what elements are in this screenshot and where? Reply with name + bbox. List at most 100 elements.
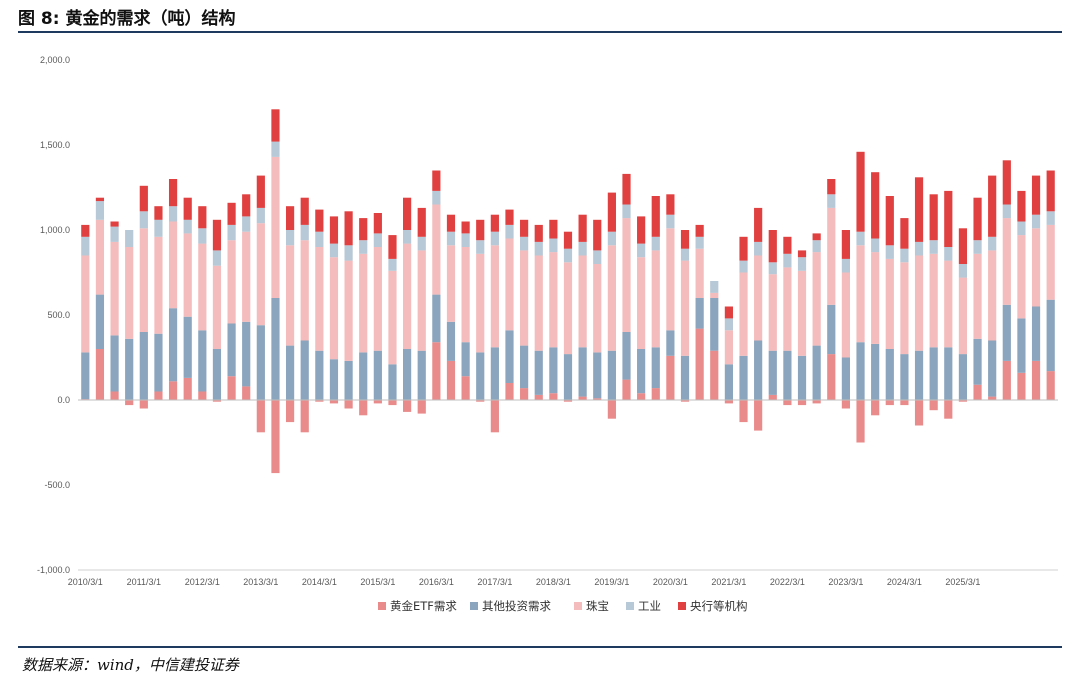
bar-segment-jewelry bbox=[417, 250, 426, 351]
bar-segment-central_bank bbox=[110, 221, 119, 227]
bar-segment-central_bank bbox=[695, 224, 704, 237]
top-rule bbox=[18, 31, 1062, 33]
bar-segment-etf bbox=[95, 349, 105, 400]
bar-segment-jewelry bbox=[827, 207, 836, 305]
bar-segment-industry bbox=[432, 190, 441, 205]
bar-segment-central_bank bbox=[593, 219, 602, 251]
bar-segment-central_bank bbox=[622, 173, 631, 205]
bar-segment-other_invest bbox=[534, 350, 543, 395]
bar-segment-central_bank bbox=[344, 211, 353, 246]
bar-segment-jewelry bbox=[783, 267, 792, 351]
bar-segment-industry bbox=[710, 281, 719, 293]
bar-segment-jewelry bbox=[958, 277, 968, 355]
legend-swatch-other_invest bbox=[470, 602, 478, 610]
bar-segment-other_invest bbox=[812, 345, 821, 400]
bar-segment-industry bbox=[344, 245, 353, 261]
bar-segment-other_invest bbox=[154, 333, 163, 392]
bar-segment-etf bbox=[125, 400, 134, 406]
bar-segment-central_bank bbox=[1046, 170, 1055, 212]
bar-segment-industry bbox=[300, 224, 309, 241]
bar-segment-etf bbox=[490, 400, 499, 433]
bar-segment-other_invest bbox=[710, 298, 719, 351]
bar-segment-jewelry bbox=[242, 231, 251, 322]
bar-segment-other_invest bbox=[490, 347, 499, 400]
bar-segment-etf bbox=[1046, 371, 1055, 400]
bar-segment-central_bank bbox=[914, 177, 924, 242]
x-tick-label: 2017/3/1 bbox=[477, 577, 512, 587]
figure-title-row: 图 8: 黄金的需求（吨）结构 bbox=[18, 4, 235, 30]
bar-segment-etf bbox=[885, 400, 894, 406]
bar-segment-other_invest bbox=[1031, 306, 1041, 361]
y-tick-label: 2,000.0 bbox=[40, 55, 70, 65]
bar-segment-central_bank bbox=[242, 194, 251, 217]
bar-segment-jewelry bbox=[344, 260, 353, 361]
x-tick-label: 2018/3/1 bbox=[536, 577, 571, 587]
bar-segment-other_invest bbox=[359, 352, 368, 400]
x-tick-label: 2024/3/1 bbox=[887, 577, 922, 587]
bar-segment-other_invest bbox=[285, 345, 295, 400]
bar-segment-etf bbox=[973, 384, 982, 400]
bar-segment-other_invest bbox=[841, 357, 850, 400]
bar-segment-jewelry bbox=[139, 228, 148, 332]
bar-segment-central_bank bbox=[256, 175, 265, 208]
bar-segment-industry bbox=[637, 243, 646, 258]
bar-segment-other_invest bbox=[958, 354, 968, 400]
bar-segment-industry bbox=[403, 230, 412, 244]
bar-segment-industry bbox=[227, 224, 236, 241]
bar-segment-etf bbox=[432, 342, 441, 400]
bar-segment-etf bbox=[710, 350, 719, 400]
bar-segment-etf bbox=[505, 383, 514, 400]
bar-segment-jewelry bbox=[285, 245, 295, 346]
bar-segment-jewelry bbox=[329, 257, 339, 360]
legend-swatch-etf bbox=[378, 602, 386, 610]
bar-segment-other_invest bbox=[403, 349, 412, 400]
bar-segment-jewelry bbox=[227, 240, 236, 324]
bar-segment-etf bbox=[534, 394, 543, 400]
bar-segment-etf bbox=[300, 400, 309, 433]
bar-segment-other_invest bbox=[666, 330, 675, 356]
bar-segment-jewelry bbox=[607, 245, 616, 351]
bar-segment-other_invest bbox=[827, 304, 836, 355]
bar-segment-etf bbox=[373, 400, 382, 404]
bar-segment-other_invest bbox=[461, 342, 470, 377]
bar-segment-central_bank bbox=[373, 213, 382, 234]
bar-segment-jewelry bbox=[871, 252, 880, 344]
bar-segment-jewelry bbox=[622, 218, 631, 332]
bar-segment-other_invest bbox=[183, 316, 192, 378]
bar-segment-jewelry bbox=[900, 262, 909, 355]
bar-segment-other_invest bbox=[271, 298, 280, 400]
bar-segment-etf bbox=[812, 400, 821, 404]
bar-segment-industry bbox=[593, 250, 602, 264]
bar-segment-other_invest bbox=[139, 332, 148, 400]
bar-segment-industry bbox=[973, 240, 982, 254]
bar-segment-jewelry bbox=[446, 245, 456, 322]
bar-segment-industry bbox=[256, 207, 265, 224]
bar-segment-jewelry bbox=[710, 292, 719, 298]
bar-segment-etf bbox=[622, 379, 631, 400]
bar-segment-other_invest bbox=[125, 338, 134, 400]
bar-segment-central_bank bbox=[724, 306, 733, 319]
bar-segment-jewelry bbox=[841, 272, 850, 358]
bar-segment-industry bbox=[81, 236, 90, 256]
bar-segment-industry bbox=[944, 247, 953, 261]
bar-segment-jewelry bbox=[154, 236, 163, 334]
bar-segment-etf bbox=[329, 400, 339, 404]
bar-segment-central_bank bbox=[285, 206, 295, 230]
x-tick-label: 2021/3/1 bbox=[711, 577, 746, 587]
bar-segment-etf bbox=[944, 400, 953, 419]
bar-segment-jewelry bbox=[1031, 228, 1041, 307]
bar-segment-jewelry bbox=[549, 252, 558, 348]
bar-segment-jewelry bbox=[476, 253, 485, 353]
bar-segment-industry bbox=[914, 241, 924, 256]
y-tick-label: 500.0 bbox=[47, 310, 70, 320]
bar-segment-central_bank bbox=[432, 170, 441, 191]
bar-segment-industry bbox=[125, 230, 134, 247]
bar-segment-central_bank bbox=[768, 230, 777, 263]
bar-segment-industry bbox=[110, 226, 119, 242]
bar-segment-central_bank bbox=[988, 175, 997, 237]
bar-segment-etf bbox=[724, 400, 733, 404]
bar-segment-jewelry bbox=[1017, 235, 1026, 319]
bar-segment-central_bank bbox=[227, 202, 236, 225]
bar-segment-central_bank bbox=[198, 206, 207, 229]
bar-segment-industry bbox=[651, 236, 660, 251]
